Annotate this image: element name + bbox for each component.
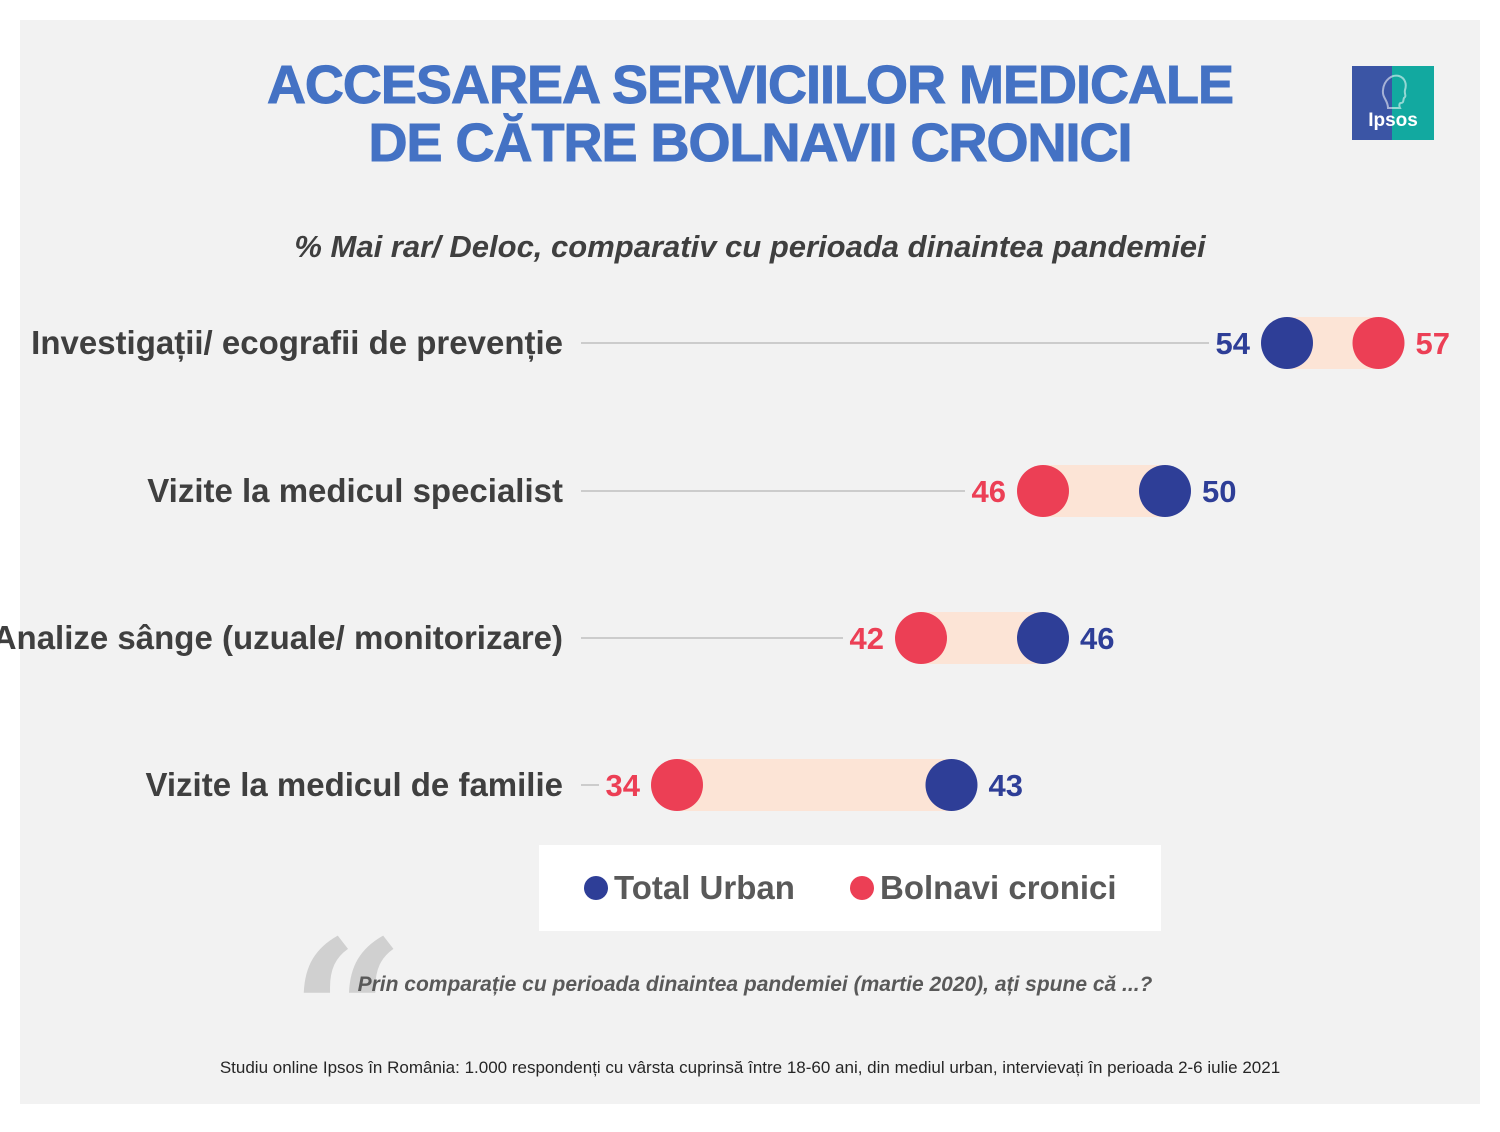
legend-label-total-urban: Total Urban: [614, 869, 795, 906]
bolnavi-cronici-value-label: 46: [972, 474, 1006, 509]
category-label: Investigații/ ecografii de prevenție: [31, 324, 563, 362]
category-label: Analize sânge (uzuale/ monitorizare): [0, 619, 563, 656]
bolnavi-cronici-dot: [1352, 317, 1405, 369]
chart-subtitle: % Mai rar/ Deloc, comparativ cu perioada…: [294, 229, 1206, 264]
total-urban-value-label: 50: [1202, 474, 1236, 509]
bolnavi-cronici-value-label: 42: [850, 621, 884, 656]
bolnavi-cronici-value-label: 34: [606, 768, 641, 803]
legend-label-bolnavi-cronici: Bolnavi cronici: [880, 869, 1117, 906]
category-label: Vizite la medicul de familie: [145, 766, 563, 803]
bolnavi-cronici-dot: [651, 759, 703, 811]
title-line-2: DE CĂTRE BOLNAVII CRONICI: [368, 113, 1133, 173]
total-urban-dot: [1017, 612, 1069, 664]
title-line-1: ACCESAREA SERVICIILOR MEDICALE: [266, 55, 1234, 115]
bolnavi-cronici-dot: [1017, 465, 1069, 517]
legend: Total Urban Bolnavi cronici: [539, 845, 1161, 931]
total-urban-dot: [925, 759, 978, 811]
legend-item-total-urban: Total Urban: [584, 845, 795, 931]
legend-dot-bolnavi-cronici: [850, 876, 874, 900]
quote-icon: “: [290, 897, 406, 1132]
category-label: Vizite la medicul specialist: [147, 472, 563, 509]
footnote: Studiu online Ipsos în România: 1.000 re…: [219, 1058, 1281, 1077]
total-urban-dot: [1139, 465, 1191, 517]
total-urban-value-label: 43: [989, 768, 1023, 803]
legend-dot-total-urban: [584, 876, 608, 900]
dumbbell-chart: Investigații/ ecografii de prevenție 54 57…: [0, 317, 1450, 811]
bolnavi-cronici-value-label: 57: [1416, 326, 1450, 361]
total-urban-value-label: 54: [1216, 326, 1251, 361]
bolnavi-cronici-dot: [895, 612, 947, 664]
logo-text: Ipsos: [1368, 110, 1418, 131]
head-silhouette-icon: [1381, 74, 1407, 109]
legend-item-bolnavi-cronici: Bolnavi cronici: [850, 845, 1117, 931]
total-urban-dot: [1261, 317, 1313, 369]
total-urban-value-label: 46: [1080, 621, 1114, 656]
range-band: [677, 759, 952, 811]
ipsos-logo: Ipsos: [1352, 66, 1434, 140]
chart-title: ACCESAREA SERVICIILOR MEDICALE DE CĂTRE …: [0, 55, 1500, 173]
survey-question: Prin comparație cu perioada dinaintea pa…: [357, 973, 1153, 996]
